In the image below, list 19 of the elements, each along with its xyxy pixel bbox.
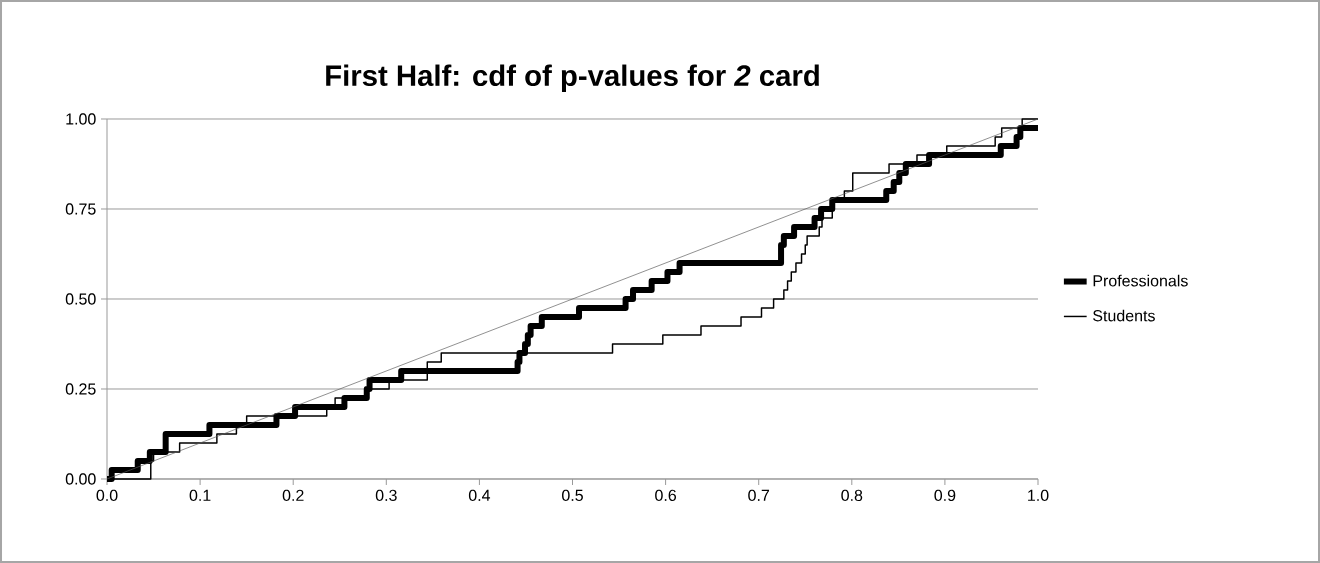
chart-title: First Half: cdf of p-values for 2 card	[326, 64, 819, 92]
y-tick-label: 0.50	[65, 293, 96, 305]
x-tick-label: 0.9	[934, 489, 956, 502]
x-tick-label: 0.4	[468, 489, 491, 502]
x-tick-label: 1.0	[1028, 489, 1049, 502]
x-tick-label: 0.0	[96, 489, 118, 502]
legend-label: Students	[1093, 309, 1155, 322]
y-tick-label: 0.75	[65, 203, 96, 215]
x-tick-label: 0.8	[841, 489, 863, 502]
y-tick-label: 0.00	[65, 473, 96, 485]
x-tick-label: 0.3	[375, 489, 397, 502]
x-tick-label: 0.1	[189, 489, 211, 502]
x-tick-label: 0.5	[562, 489, 583, 502]
x-tick-label: 0.2	[282, 489, 304, 502]
x-tick-label: 0.7	[748, 489, 770, 502]
y-tick-label: 0.25	[65, 383, 96, 395]
y-tick-label: 1.00	[66, 113, 96, 125]
x-tick-label: 0.6	[655, 489, 677, 502]
legend-label: Professionals	[1093, 274, 1188, 287]
